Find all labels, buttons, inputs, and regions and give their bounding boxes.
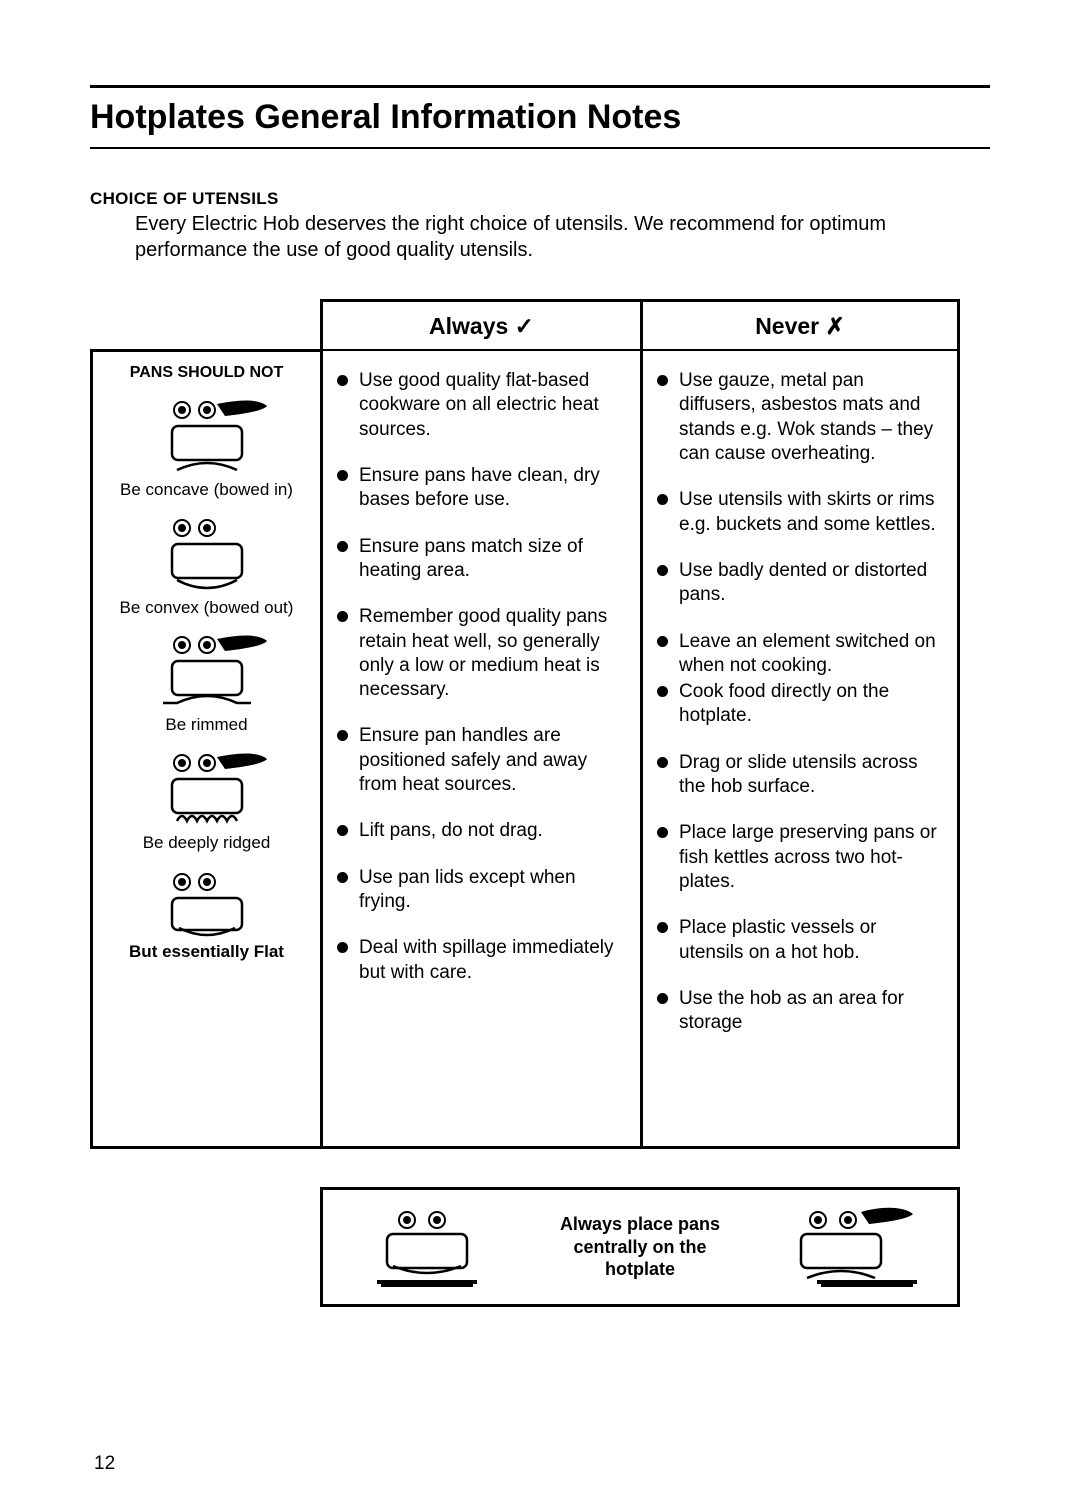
pan-concave-icon [147, 396, 267, 476]
never-column: Use gauze, metal pan diffusers, asbestos… [640, 349, 960, 1149]
never-list: Use gauze, metal pan diffusers, asbestos… [657, 369, 943, 1036]
list-item: Place plastic vessels or utensils on a h… [657, 916, 943, 965]
list-item: Ensure pans match size of heating area. [337, 535, 626, 584]
side-foot: But essentially Flat [101, 942, 312, 962]
caption-convex: Be convex (bowed out) [101, 598, 312, 618]
list-item: Ensure pans have clean, dry bases before… [337, 464, 626, 513]
always-column: Use good quality flat-based cookware on … [320, 349, 640, 1149]
pan-shape-box: PANS SHOULD NOT Be concave (bowed in) Be… [90, 349, 323, 1149]
pan-ridged-icon [147, 749, 267, 829]
manual-page: Hotplates General Information Notes CHOI… [0, 0, 1080, 1511]
rule-under-title [90, 147, 990, 149]
list-item: Drag or slide utensils across the hob su… [657, 751, 943, 800]
list-item: Leave an element switched on when not co… [657, 630, 943, 679]
list-item: Use the hob as an area for storage [657, 987, 943, 1036]
list-item: Use good quality flat-based cookware on … [337, 369, 626, 442]
never-header: Never ✗ [640, 299, 960, 349]
bottom-placement-box: Always place pans centrally on the hotpl… [320, 1187, 960, 1307]
list-item: Place large preserving pans or fish kett… [657, 821, 943, 894]
page-number: 12 [94, 1453, 115, 1475]
main-grid: Always ✓ Never ✗ PANS SHOULD NOT Be conc… [90, 299, 990, 1149]
pan-rimmed-icon [147, 631, 267, 711]
side-title: PANS SHOULD NOT [101, 364, 312, 382]
list-item: Remember good quality pans retain heat w… [337, 605, 626, 702]
list-item: Lift pans, do not drag. [337, 819, 626, 843]
pan-centered-icon [357, 1202, 497, 1292]
page-title: Hotplates General Information Notes [90, 98, 990, 137]
list-item: Ensure pan handles are positioned safely… [337, 724, 626, 797]
list-item: Use badly dented or distorted pans. [657, 559, 943, 608]
caption-rimmed: Be rimmed [101, 715, 312, 735]
always-header: Always ✓ [320, 299, 640, 349]
empty-corner [90, 299, 320, 349]
pan-flat-icon [147, 868, 267, 938]
list-item: Use utensils with skirts or rims e.g. bu… [657, 488, 943, 537]
list-item: Cook food directly on the hotplate. [657, 680, 943, 729]
caption-ridged: Be deeply ridged [101, 833, 312, 853]
section-subheading: CHOICE OF UTENSILS [90, 189, 990, 209]
list-item: Deal with spillage immediately but with … [337, 936, 626, 985]
list-item: Use pan lids except when frying. [337, 866, 626, 915]
always-header-text: Always ✓ [429, 313, 534, 339]
rule-top [90, 85, 990, 88]
pan-offcenter-icon [783, 1202, 923, 1292]
bottom-text: Always place pans centrally on the hotpl… [540, 1213, 740, 1281]
caption-concave: Be concave (bowed in) [101, 480, 312, 500]
intro-text: Every Electric Hob deserves the right ch… [135, 211, 935, 263]
never-header-text: Never ✗ [755, 313, 845, 339]
list-item: Use gauze, metal pan diffusers, asbestos… [657, 369, 943, 466]
always-list: Use good quality flat-based cookware on … [337, 369, 626, 985]
pan-convex-icon [147, 514, 267, 594]
